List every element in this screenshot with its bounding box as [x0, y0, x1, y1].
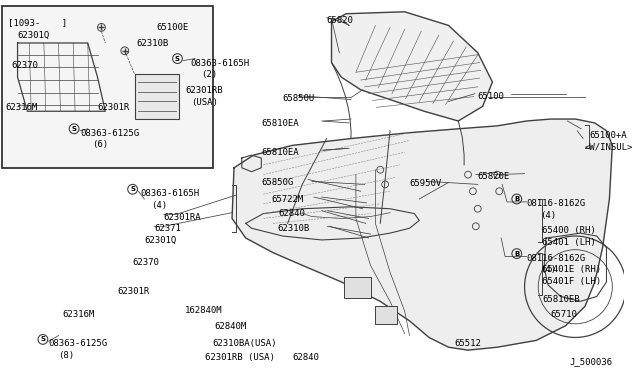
Text: 65722M: 65722M	[271, 195, 303, 204]
Text: 62370: 62370	[12, 61, 38, 70]
Text: 65401 (LH): 65401 (LH)	[542, 238, 596, 247]
Text: 62310B: 62310B	[277, 224, 309, 233]
Text: J_500036: J_500036	[570, 357, 612, 366]
Text: [1093-    ]: [1093- ]	[8, 17, 67, 27]
Text: (USA): (USA)	[191, 97, 218, 107]
Text: S: S	[40, 336, 45, 342]
Text: 62301Q: 62301Q	[17, 31, 50, 40]
Text: 62310BA(USA): 62310BA(USA)	[212, 339, 277, 349]
Bar	[376, 306, 397, 324]
Text: 62370: 62370	[132, 257, 159, 266]
Text: 65850U: 65850U	[283, 94, 315, 103]
Text: S: S	[175, 55, 180, 62]
Bar	[344, 277, 371, 298]
Text: 65100: 65100	[478, 92, 505, 101]
Text: 08363-6125G: 08363-6125G	[80, 129, 139, 138]
Text: 65820E: 65820E	[478, 172, 510, 181]
Text: S: S	[72, 126, 77, 132]
Text: (6): (6)	[92, 141, 108, 150]
Bar	[134, 74, 179, 119]
Text: 62310B: 62310B	[136, 39, 169, 48]
Text: 62840: 62840	[279, 209, 306, 218]
Text: 162840M: 162840M	[185, 306, 223, 315]
Text: 62316M: 62316M	[6, 103, 38, 112]
Text: 08363-6125G: 08363-6125G	[49, 339, 108, 349]
Text: 65710: 65710	[550, 310, 577, 319]
Text: 65401F (LH): 65401F (LH)	[542, 277, 601, 286]
Text: 08116-8162G: 08116-8162G	[527, 199, 586, 208]
Text: 62301Q: 62301Q	[144, 236, 177, 245]
Text: 65820: 65820	[326, 16, 353, 25]
Text: (4): (4)	[151, 201, 167, 210]
Text: 65810EB: 65810EB	[542, 295, 580, 304]
Text: 08363-6165H: 08363-6165H	[140, 189, 200, 198]
Text: 65512: 65512	[454, 339, 481, 349]
Text: 62301RB: 62301RB	[185, 86, 223, 95]
Text: (4): (4)	[540, 265, 556, 274]
Text: 08116-8162G: 08116-8162G	[527, 254, 586, 263]
Text: B: B	[514, 251, 520, 257]
Text: 65100E: 65100E	[156, 23, 188, 32]
Text: 62316M: 62316M	[63, 310, 95, 319]
Text: 62371: 62371	[154, 224, 181, 233]
Text: 62301RA: 62301RA	[164, 213, 202, 222]
Text: 65810EA: 65810EA	[261, 119, 299, 128]
Text: 65400 (RH): 65400 (RH)	[542, 226, 596, 235]
Bar	[2, 6, 212, 168]
Text: 62301R: 62301R	[117, 287, 149, 296]
Text: 65100+A: 65100+A	[589, 131, 627, 140]
Text: <W/INSUL>: <W/INSUL>	[585, 142, 634, 151]
Polygon shape	[332, 12, 492, 121]
Text: (2): (2)	[201, 70, 217, 79]
Text: 08363-6165H: 08363-6165H	[190, 59, 249, 68]
Text: 65950V: 65950V	[410, 180, 442, 189]
Text: B: B	[514, 196, 520, 202]
Text: 62840: 62840	[292, 353, 319, 362]
Text: (4): (4)	[540, 211, 556, 220]
Text: 65401E (RH): 65401E (RH)	[542, 265, 601, 274]
Text: 62840M: 62840M	[214, 322, 247, 331]
Text: S: S	[130, 186, 135, 192]
Text: (8): (8)	[58, 351, 75, 360]
Text: 62301RB (USA): 62301RB (USA)	[205, 353, 275, 362]
Text: 65810EA: 65810EA	[261, 148, 299, 157]
Text: 62301R: 62301R	[97, 103, 130, 112]
Polygon shape	[232, 119, 612, 350]
Text: 65850G: 65850G	[261, 177, 294, 186]
